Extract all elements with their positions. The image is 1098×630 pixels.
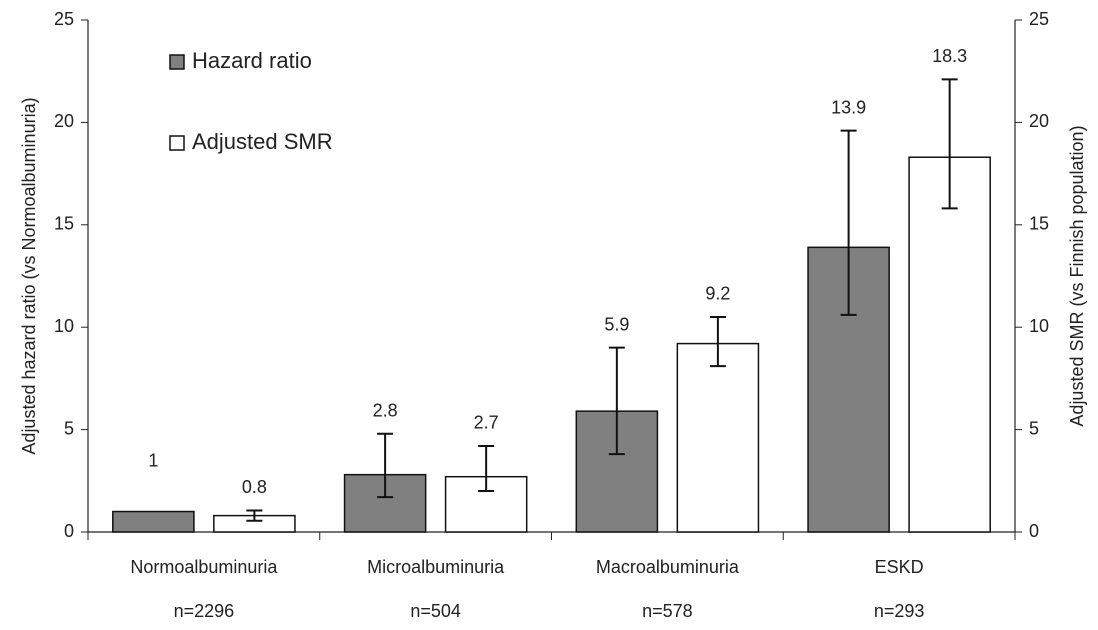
y-tick-label: 10: [54, 316, 74, 336]
y-tick-label: 5: [64, 418, 74, 438]
y2-tick-label: 10: [1029, 316, 1049, 336]
error-bar: [941, 78, 958, 210]
legend-label: Hazard ratio: [192, 48, 312, 73]
y-tick-label: 15: [54, 214, 74, 234]
y2-axis-title: Adjusted SMR (vs Finnish population): [1067, 125, 1087, 426]
y2-tick-label: 20: [1029, 111, 1049, 131]
x-sublabel: n=504: [410, 601, 461, 621]
error-bar: [246, 509, 263, 522]
x-sublabel: n=2296: [174, 601, 235, 621]
legend-label: Adjusted SMR: [192, 129, 333, 154]
x-sublabel: n=578: [642, 601, 693, 621]
error-bar: [377, 432, 394, 499]
y2-tick-label: 5: [1029, 418, 1039, 438]
y-tick-label: 0: [64, 521, 74, 541]
y-tick-label: 25: [54, 9, 74, 29]
value-label: 13.9: [831, 97, 866, 117]
x-sublabel: n=293: [874, 601, 925, 621]
x-tick-label: Normoalbuminuria: [130, 557, 278, 577]
bar: [112, 510, 195, 533]
error-bar: [608, 346, 625, 456]
legend-swatch: [169, 135, 185, 151]
value-label: 0.8: [242, 477, 267, 497]
value-label: 2.8: [373, 400, 398, 420]
y2-tick-label: 25: [1029, 9, 1049, 29]
bar: [676, 342, 760, 533]
value-label: 1: [148, 450, 158, 470]
error-bar: [478, 444, 495, 493]
value-label: 18.3: [932, 46, 967, 66]
legend-swatch: [169, 54, 185, 70]
y-axis-title: Adjusted hazard ratio (vs Normoalbuminur…: [19, 97, 39, 454]
y2-tick-label: 0: [1029, 521, 1039, 541]
y2-tick-label: 15: [1029, 214, 1049, 234]
error-bar: [840, 129, 857, 316]
bar: [807, 246, 890, 533]
x-tick-label: Macroalbuminuria: [596, 557, 740, 577]
value-label: 9.2: [705, 284, 730, 304]
x-tick-label: ESKD: [875, 557, 924, 577]
error-bar: [709, 315, 726, 368]
value-label: 2.7: [474, 413, 499, 433]
bar: [908, 156, 991, 533]
y-tick-label: 20: [54, 111, 74, 131]
x-tick-label: Microalbuminuria: [367, 557, 505, 577]
value-label: 5.9: [604, 314, 629, 334]
